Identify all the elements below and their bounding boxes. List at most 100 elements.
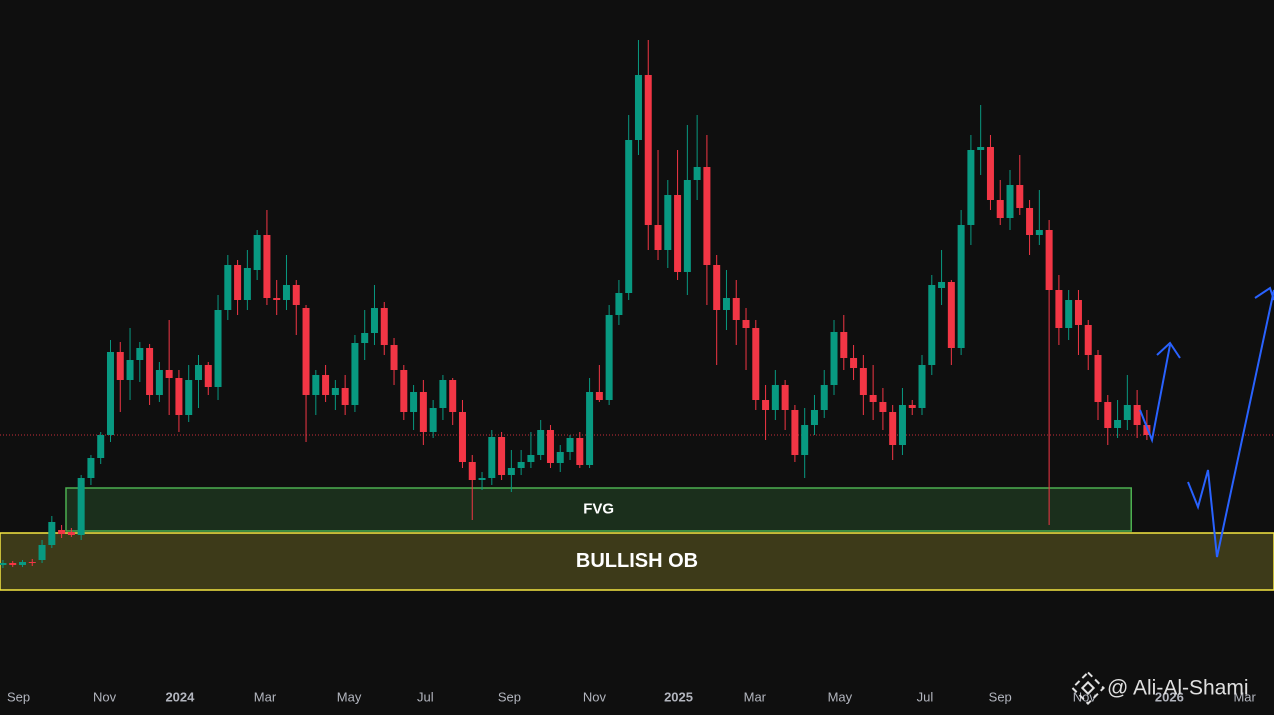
x-tick-label: Mar bbox=[254, 689, 277, 704]
zones: FVG BULLISH OB bbox=[0, 434, 1274, 591]
candle-body bbox=[106, 352, 114, 435]
candle-body bbox=[986, 147, 994, 200]
candle-body bbox=[850, 358, 858, 368]
candle-body bbox=[908, 405, 916, 408]
candle-body bbox=[1055, 290, 1063, 328]
candle-body bbox=[586, 392, 594, 465]
candle-body bbox=[879, 402, 887, 412]
candle-body bbox=[928, 285, 936, 365]
x-tick-label: May bbox=[337, 689, 362, 704]
candle-body bbox=[58, 530, 66, 534]
candle-body bbox=[87, 458, 95, 478]
candle-body bbox=[38, 545, 46, 560]
candle-body bbox=[1006, 185, 1014, 218]
candle-body bbox=[498, 437, 506, 475]
candles bbox=[0, 40, 1151, 568]
candle-body bbox=[126, 360, 134, 380]
candle-body bbox=[9, 563, 17, 565]
candle-body bbox=[1123, 405, 1131, 420]
candle-body bbox=[537, 430, 545, 455]
x-tick-label: May bbox=[828, 689, 853, 704]
candle-body bbox=[1026, 208, 1034, 235]
candle-body bbox=[341, 388, 349, 405]
candle-body bbox=[146, 348, 154, 395]
candle-body bbox=[1035, 230, 1043, 235]
candle-body bbox=[762, 400, 770, 410]
candle-body bbox=[527, 455, 535, 462]
candle-body bbox=[517, 462, 525, 468]
candle-body bbox=[185, 380, 193, 415]
candle-body bbox=[771, 385, 779, 410]
candle-body bbox=[331, 388, 339, 395]
candle-body bbox=[243, 268, 251, 300]
watermark: @ Ali-Al-Shami bbox=[1071, 671, 1249, 705]
candle-body bbox=[752, 328, 760, 400]
candle-body bbox=[370, 308, 378, 333]
candle-body bbox=[947, 282, 955, 348]
candle-body bbox=[1104, 402, 1112, 428]
candle-body bbox=[155, 370, 163, 395]
candle-body bbox=[1094, 355, 1102, 402]
candle-body bbox=[840, 332, 848, 358]
candle-body bbox=[478, 478, 486, 480]
candle-body bbox=[175, 378, 183, 415]
candle-body bbox=[742, 320, 750, 328]
x-tick-label: 2024 bbox=[165, 689, 195, 704]
watermark-text: @ Ali-Al-Shami bbox=[1107, 677, 1249, 700]
candle-body bbox=[1133, 405, 1141, 425]
candle-body bbox=[136, 348, 144, 360]
candle-body bbox=[1045, 230, 1053, 290]
candle-body bbox=[576, 438, 584, 465]
x-tick-label: 2025 bbox=[664, 689, 693, 704]
candle-body bbox=[898, 405, 906, 445]
candle-body bbox=[781, 385, 789, 410]
x-tick-label: Nov bbox=[583, 689, 607, 704]
candle-body bbox=[869, 395, 877, 402]
candle-body bbox=[977, 147, 985, 150]
candle-body bbox=[18, 562, 26, 565]
candle-body bbox=[693, 167, 701, 180]
candle-body bbox=[820, 385, 828, 410]
candle-body bbox=[48, 522, 56, 545]
candle-body bbox=[273, 298, 281, 300]
zone bbox=[0, 532, 1274, 591]
watermark-icon bbox=[1071, 671, 1105, 705]
candle-body bbox=[234, 265, 242, 300]
candle-body bbox=[634, 75, 642, 140]
candle-body bbox=[410, 392, 418, 412]
candle-body bbox=[918, 365, 926, 408]
candle-body bbox=[625, 140, 633, 293]
candle-body bbox=[654, 225, 662, 250]
x-tick-label: Jul bbox=[417, 689, 434, 704]
candle-body bbox=[615, 293, 623, 315]
candle-body bbox=[419, 392, 427, 432]
candle-body bbox=[468, 462, 476, 480]
candle-body bbox=[488, 437, 496, 478]
candle-body bbox=[713, 265, 721, 310]
candle-body bbox=[507, 468, 515, 475]
x-tick-label: Jul bbox=[917, 689, 934, 704]
zone bbox=[65, 487, 1132, 532]
candle-body bbox=[791, 410, 799, 455]
x-axis: Sep Nov 2024 Mar May Jul Sep Nov 2025 Mar May Jul Se… bbox=[7, 689, 1257, 704]
candle-body bbox=[889, 412, 897, 445]
x-tick-label: Sep bbox=[498, 689, 521, 704]
candle-body bbox=[439, 380, 447, 408]
candle-body bbox=[351, 343, 359, 405]
candle-body bbox=[400, 370, 408, 412]
arrow-head bbox=[1156, 341, 1181, 359]
candle-body bbox=[224, 265, 232, 310]
candle-body bbox=[859, 368, 867, 395]
arrow-head bbox=[1254, 286, 1274, 301]
candle-body bbox=[116, 352, 124, 380]
candle-body bbox=[810, 410, 818, 425]
candle-body bbox=[644, 75, 652, 225]
candle-body bbox=[390, 345, 398, 370]
x-tick-label: Nov bbox=[93, 689, 117, 704]
zone-label: FVG bbox=[583, 500, 614, 517]
candle-body bbox=[449, 380, 457, 412]
candle-body bbox=[605, 315, 613, 400]
candle-body bbox=[664, 195, 672, 250]
